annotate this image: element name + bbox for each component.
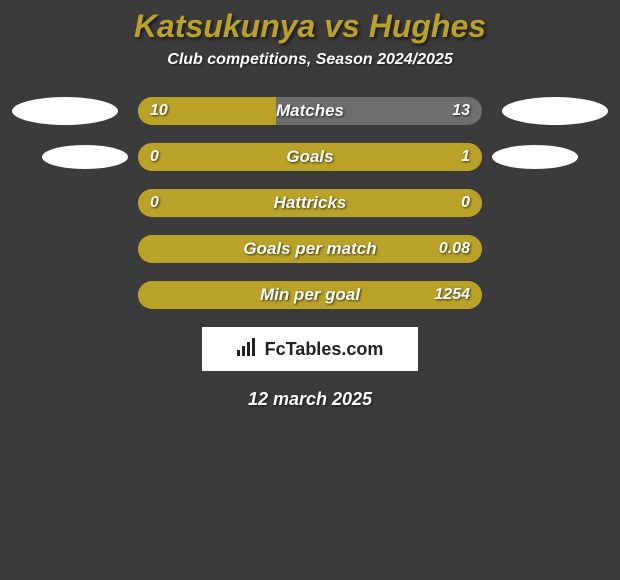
stat-value-right: 13 [452, 102, 470, 120]
stat-value-left: 0 [150, 148, 159, 166]
stat-label: Goals [286, 147, 333, 167]
stat-bar: 0.08 Goals per match [138, 235, 482, 263]
stat-bar: 10 13 Matches [138, 97, 482, 125]
stat-label: Matches [276, 101, 344, 121]
stat-bar: 1254 Min per goal [138, 281, 482, 309]
bar-chart-icon [237, 338, 259, 361]
comparison-row: 0 1 Goals [0, 143, 620, 171]
player-right-badge [502, 97, 608, 125]
stat-value-left: 0 [150, 194, 159, 212]
player-left-badge [42, 145, 128, 169]
page-title: Katsukunya vs Hughes [0, 0, 620, 45]
comparison-row: 1254 Min per goal [0, 281, 620, 309]
stat-value-left: 10 [150, 102, 168, 120]
logo-box: FcTables.com [202, 327, 418, 371]
comparison-block: 10 13 Matches 0 1 Goals 0 0 Hattricks 0.08 Goals p… [0, 97, 620, 309]
comparison-row: 0 0 Hattricks [0, 189, 620, 217]
stat-value-right: 1254 [434, 286, 470, 304]
stat-label: Goals per match [243, 239, 376, 259]
stat-value-right: 1 [461, 148, 470, 166]
date-line: 12 march 2025 [0, 389, 620, 410]
player-left-badge [12, 97, 118, 125]
page-subtitle: Club competitions, Season 2024/2025 [0, 51, 620, 69]
stat-label: Min per goal [260, 285, 360, 305]
comparison-row: 0.08 Goals per match [0, 235, 620, 263]
logo-text: FcTables.com [265, 339, 384, 360]
logo: FcTables.com [237, 338, 384, 361]
player-right-badge [492, 145, 578, 169]
stat-value-right: 0.08 [439, 240, 470, 258]
stat-label: Hattricks [274, 193, 347, 213]
stat-bar: 0 1 Goals [138, 143, 482, 171]
stat-bar-fill-left [138, 143, 200, 171]
stat-bar-fill-right [200, 143, 482, 171]
comparison-row: 10 13 Matches [0, 97, 620, 125]
stat-value-right: 0 [461, 194, 470, 212]
stat-bar: 0 0 Hattricks [138, 189, 482, 217]
